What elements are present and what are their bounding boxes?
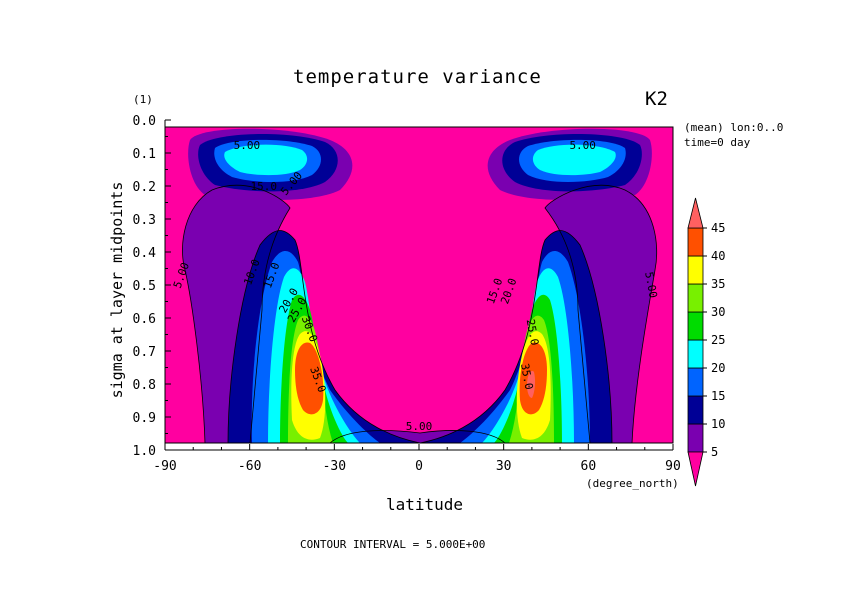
info-line-2: time=0 day xyxy=(684,136,751,149)
contour-label: 5.00 xyxy=(569,139,596,152)
contour-label: 5.00 xyxy=(642,271,659,299)
colorbar-label: 35 xyxy=(711,277,725,291)
contour-label: 5.00 xyxy=(406,420,433,433)
x-tick-label: 30 xyxy=(496,459,512,474)
x-tick-label: -30 xyxy=(323,459,346,474)
chart-title: temperature variance xyxy=(293,66,542,88)
y-tick-label: 0.8 xyxy=(133,378,156,393)
colorbar-label: 15 xyxy=(711,389,725,403)
y-tick-label: 0.0 xyxy=(133,114,156,129)
colorbar-label: 5 xyxy=(711,445,718,459)
x-unit-label: (degree_north) xyxy=(586,477,679,490)
y-unit-label: (1) xyxy=(133,93,153,106)
contour-label: 25.0 xyxy=(524,318,541,346)
colorbar-segment xyxy=(687,255,704,285)
colorbar-label: 30 xyxy=(711,305,725,319)
contour-label: 5.00 xyxy=(234,139,261,152)
y-axis: 0.0 0.1 0.2 0.3 0.4 0.5 0.6 0.7 0.8 0.9 1.0 xyxy=(133,114,171,459)
colorbar-top-triangle xyxy=(687,197,704,229)
contour-band-45-plus xyxy=(527,370,536,398)
colorbar-segment xyxy=(687,423,704,453)
colorbar-segment xyxy=(687,367,704,397)
y-tick-label: 0.1 xyxy=(133,147,156,162)
colorbar-bottom-triangle xyxy=(687,451,704,487)
contour-interval-note: CONTOUR INTERVAL = 5.000E+00 xyxy=(300,538,486,551)
colorbar-segment xyxy=(687,227,704,257)
contour-label: 15.0 xyxy=(251,180,278,193)
y-tick-label: 0.3 xyxy=(133,213,156,228)
y-tick-label: 0.5 xyxy=(133,279,156,294)
y-tick-label: 1.0 xyxy=(133,444,156,459)
contour-label: 35.0 xyxy=(518,362,535,390)
colorbar-segment xyxy=(687,395,704,425)
colorbar-segment xyxy=(687,311,704,341)
plot-area xyxy=(164,126,674,444)
contour-lines xyxy=(182,184,658,444)
x-tick-label: -90 xyxy=(153,459,176,474)
chart-tag: K2 xyxy=(645,88,668,110)
x-tick-label: 0 xyxy=(415,459,423,474)
colorbar-segment xyxy=(687,339,704,369)
colorbar-label: 40 xyxy=(711,249,725,263)
x-tick-label: 60 xyxy=(581,459,597,474)
colorbar-label: 20 xyxy=(711,361,725,375)
y-tick-label: 0.7 xyxy=(133,345,156,360)
y-tick-label: 0.6 xyxy=(133,312,156,327)
y-tick-label: 0.9 xyxy=(133,411,156,426)
colorbar-label: 10 xyxy=(711,417,725,431)
x-tick-label: 90 xyxy=(665,459,681,474)
x-axis-title: latitude xyxy=(386,495,464,514)
colorbar-segment xyxy=(687,283,704,313)
y-tick-label: 0.2 xyxy=(133,180,156,195)
info-line-1: (mean) lon:0..0 xyxy=(684,121,784,134)
x-axis: -90 -60 -30 0 30 60 90 xyxy=(153,444,681,474)
colorbar-label: 45 xyxy=(711,221,725,235)
colorbar: 5 10 15 20 25 30 35 40 45 xyxy=(687,197,725,487)
x-tick-label: -60 xyxy=(238,459,261,474)
colorbar-label: 25 xyxy=(711,333,725,347)
y-tick-label: 0.4 xyxy=(133,246,157,261)
